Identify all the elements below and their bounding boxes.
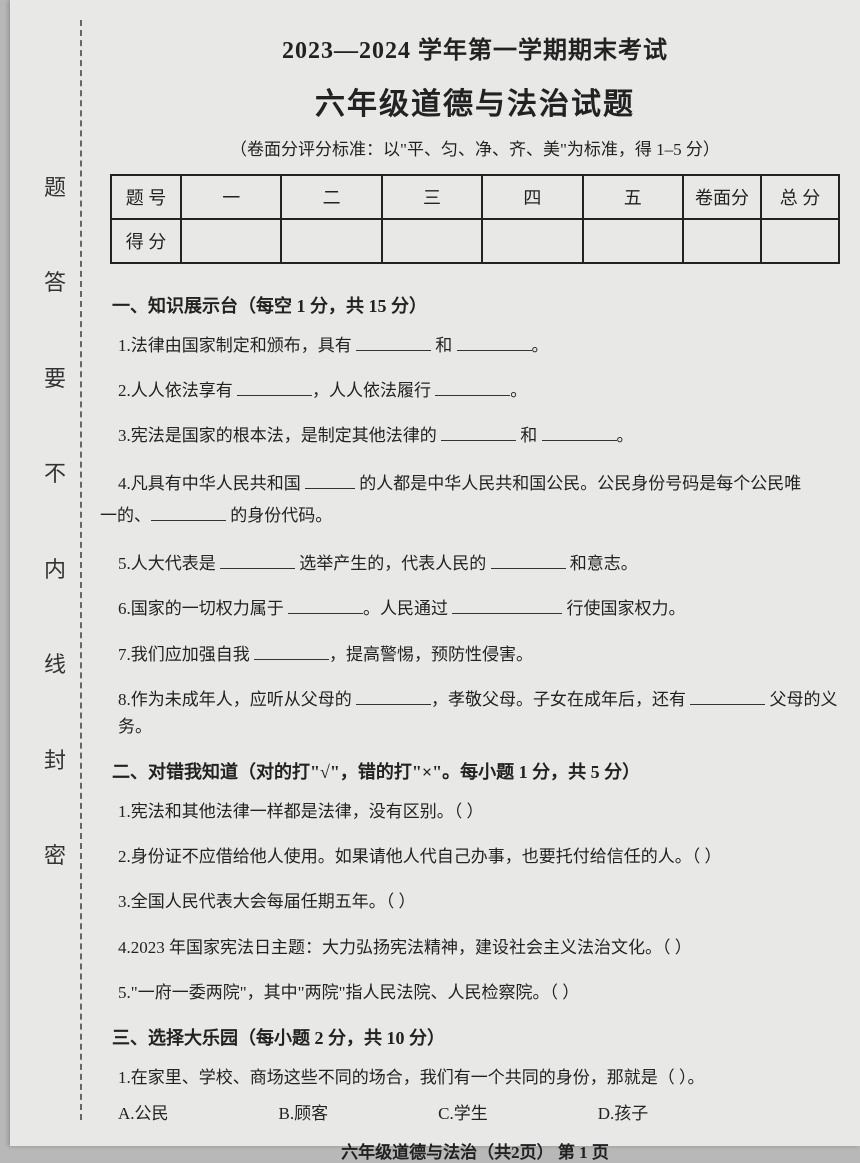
question-1-3: 3.宪法是国家的根本法，是制定其他法律的 和 。 [118,422,850,449]
question-2-2: 2.身份证不应借给他人使用。如果请他人代自己办事，也要托付给信任的人。（ ） [118,843,850,870]
cell-blank [761,219,839,263]
question-2-3: 3.全国人民代表大会每届任期五年。（ ） [118,888,850,915]
blank [356,334,431,351]
margin-char: 封 [44,743,66,775]
blank [237,379,312,396]
blank [220,552,295,569]
blank [254,643,329,660]
option-d: D.孩子 [598,1099,649,1124]
blank [542,424,617,441]
exam-subject-title: 六年级道德与法治试题 [100,79,850,123]
blank [288,597,363,614]
cell-blank [482,219,582,263]
margin-char: 要 [44,361,66,393]
question-1-8: 8.作为未成年人，应听从父母的 ，孝敬父母。子女在成年后，还有 父母的义务。 [118,686,850,740]
margin-char: 内 [44,552,66,584]
cell: 四 [482,175,582,219]
question-3-1-options: A.公民 B.顾客 C.学生 D.孩子 [118,1099,850,1124]
cell-blank [181,219,281,263]
question-3-1: 1.在家里、学校、商场这些不同的场合，我们有一个共同的身份，那就是（ ）。 [118,1064,850,1091]
section-3-title: 三、选择大乐园（每小题 2 分，共 10 分） [112,1024,850,1050]
cell: 三 [382,175,482,219]
cell-blank [583,219,683,263]
question-1-1: 1.法律由国家制定和颁布，具有 和 。 [118,332,850,359]
exam-page: 题 答 要 不 内 线 封 密 2023—2024 学年第一学期期末考试 六年级… [10,0,860,1146]
blank [435,379,510,396]
question-1-7: 7.我们应加强自我 ，提高警惕，预防性侵害。 [118,641,850,668]
question-1-4: 4.凡具有中华人民共和国 的人都是中华人民共和国公民。公民身份号码是每个公民唯一… [100,468,850,533]
option-c: C.学生 [438,1099,488,1124]
seal-line [80,20,82,1120]
blank [305,472,355,489]
table-row: 题 号 一 二 三 四 五 卷面分 总 分 [111,175,839,219]
margin-char: 题 [44,170,66,202]
page-footer: 六年级道德与法治（共2页） 第 1 页 [100,1138,850,1163]
score-table: 题 号 一 二 三 四 五 卷面分 总 分 得 分 [110,174,840,264]
blank [491,552,566,569]
question-1-6: 6.国家的一切权力属于 。人民通过 行使国家权力。 [118,595,850,622]
cell: 卷面分 [683,175,761,219]
section-1-title: 一、知识展示台（每空 1 分，共 15 分） [112,292,850,318]
blank [452,597,562,614]
blank [356,688,431,705]
cell: 总 分 [761,175,839,219]
question-2-5: 5."一府一委两院"，其中"两院"指人民法院、人民检察院。（ ） [118,979,850,1006]
blank [441,424,516,441]
binding-margin-text: 题 答 要 不 内 线 封 密 [40,170,70,870]
section-2-title: 二、对错我知道（对的打"√"，错的打"×"。每小题 1 分，共 5 分） [112,758,850,784]
blank [690,688,765,705]
margin-char: 线 [44,647,66,679]
cell-blank [281,219,381,263]
question-1-2: 2.人人依法享有 ，人人依法履行 。 [118,377,850,404]
table-row: 得 分 [111,219,839,263]
option-b: B.顾客 [279,1099,329,1124]
blank [457,334,532,351]
blank [151,504,226,521]
cell-blank [683,219,761,263]
cell: 五 [583,175,683,219]
exam-term-title: 2023—2024 学年第一学期期末考试 [100,30,850,65]
question-2-1: 1.宪法和其他法律一样都是法律，没有区别。（ ） [118,798,850,825]
content-area: 2023—2024 学年第一学期期末考试 六年级道德与法治试题 （卷面分评分标准… [100,30,850,1163]
cell: 二 [281,175,381,219]
cell-label: 题 号 [111,175,181,219]
cell-label: 得 分 [111,219,181,263]
cell: 一 [181,175,281,219]
option-a: A.公民 [118,1099,169,1124]
scoring-note: （卷面分评分标准：以"平、匀、净、齐、美"为标准，得 1–5 分） [100,135,850,160]
margin-char: 答 [44,265,66,297]
cell-blank [382,219,482,263]
question-1-5: 5.人大代表是 选举产生的，代表人民的 和意志。 [118,550,850,577]
margin-char: 密 [44,838,66,870]
margin-char: 不 [44,456,66,488]
question-2-4: 4.2023 年国家宪法日主题：大力弘扬宪法精神，建设社会主义法治文化。（ ） [118,934,850,961]
